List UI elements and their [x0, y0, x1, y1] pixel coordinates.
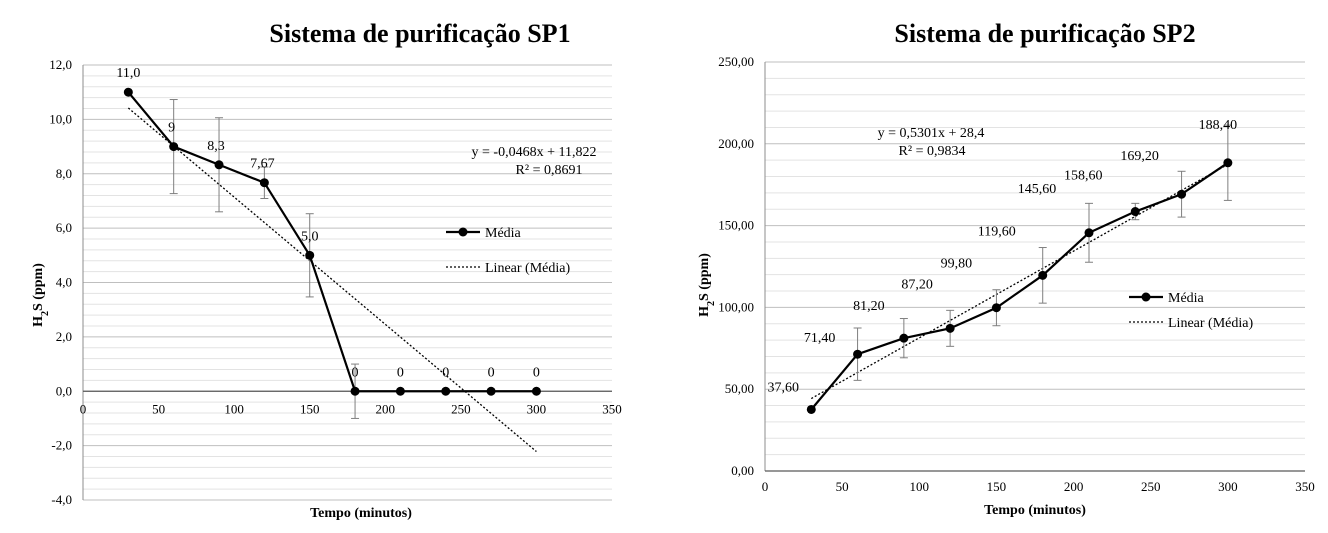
- data-point: [169, 142, 179, 152]
- trendline: [127, 107, 537, 453]
- legend-trend-label: Linear (Média): [485, 261, 570, 276]
- x-tick-label: 350: [602, 401, 622, 416]
- data-label: 5,0: [301, 229, 319, 244]
- data-label: 0: [442, 365, 449, 380]
- y-tick-label: 8,0: [56, 166, 72, 181]
- data-label: 119,60: [978, 224, 1016, 239]
- data-point: [259, 178, 269, 188]
- y-tick-label: 200,00: [718, 136, 754, 151]
- data-point: [123, 87, 133, 97]
- legend-series-label: Média: [1168, 291, 1205, 306]
- chart-sp2: 0,00 50,00 100,00 150,00 200,00 250,00 0 50 100 1…: [697, 19, 1315, 518]
- chart-panel-sp2: 0,00 50,00 100,00 150,00 200,00 250,00 0 50 100 1…: [670, 0, 1328, 533]
- y-tick-label: 12,0: [49, 57, 72, 72]
- data-label: 158,60: [1064, 169, 1103, 184]
- x-tick-label: 350: [1295, 479, 1315, 494]
- legend-series-marker: [458, 227, 468, 237]
- data-point: [531, 386, 541, 396]
- data-point: [1038, 270, 1048, 280]
- data-point: [214, 160, 224, 170]
- x-axis-title: Tempo (minutos): [310, 506, 412, 521]
- x-tick-label: 250: [451, 401, 471, 416]
- data-point: [899, 333, 909, 343]
- y-tick-label: 0,00: [731, 463, 754, 478]
- y-tick-label: 6,0: [56, 220, 72, 235]
- y-tick-label: 100,00: [718, 299, 754, 314]
- x-tick-label: 300: [1218, 479, 1238, 494]
- x-tick-label: 150: [987, 479, 1007, 494]
- y-tick-label: 150,00: [718, 218, 754, 233]
- series-line: [810, 161, 1229, 411]
- data-label: 99,80: [941, 257, 973, 272]
- y-axis-title: H2S (ppm): [697, 253, 717, 317]
- data-label: 11,0: [116, 66, 140, 81]
- data-point: [806, 404, 816, 414]
- chart-title: Sistema de purificação SP2: [894, 19, 1195, 48]
- x-tick-label: 50: [152, 401, 165, 416]
- data-point: [853, 349, 863, 359]
- data-label: 0: [397, 365, 404, 380]
- data-point: [1084, 228, 1094, 238]
- trendline-equation: y = 0,5301x + 28,4: [878, 126, 985, 141]
- data-label: 0: [488, 365, 495, 380]
- x-tick-label: 100: [910, 479, 930, 494]
- x-tick-label: 100: [224, 401, 244, 416]
- x-tick-label: 200: [1064, 479, 1084, 494]
- y-tick-label: 250,00: [718, 54, 754, 69]
- data-label: 0: [533, 365, 540, 380]
- data-point: [395, 386, 405, 396]
- y-tick-label: 50,00: [725, 381, 754, 396]
- data-point: [1130, 207, 1140, 217]
- legend-series-label: Média: [485, 226, 522, 241]
- data-point: [305, 250, 315, 260]
- x-tick-label: 0: [762, 479, 769, 494]
- trendline-equation: y = -0,0468x + 11,822: [472, 145, 597, 160]
- data-point: [486, 386, 496, 396]
- data-label: 9: [168, 121, 175, 136]
- chart-title: Sistema de purificação SP1: [269, 19, 570, 48]
- chart-panel-sp1: -4,0 -2,0 0,0 2,0 4,0 6,0 8,0 10,0 12,0 0 50 100 150…: [0, 0, 660, 533]
- data-label: 188,40: [1199, 118, 1238, 133]
- data-label: 169,20: [1120, 149, 1159, 164]
- legend: Média Linear (Média): [446, 226, 570, 276]
- trendline-r2: R² = 0,8691: [516, 163, 583, 178]
- x-tick-label: 50: [836, 479, 849, 494]
- data-point: [1177, 189, 1187, 199]
- data-label: 81,20: [853, 299, 885, 314]
- data-point: [991, 303, 1001, 313]
- data-label: 87,20: [901, 277, 933, 292]
- x-axis-title: Tempo (minutos): [984, 503, 1086, 518]
- data-label: 145,60: [1018, 182, 1057, 197]
- x-tick-label: 150: [300, 401, 320, 416]
- data-label: 8,3: [207, 139, 225, 154]
- y-axis-title: H2S (ppm): [31, 263, 51, 327]
- y-tick-label: 10,0: [49, 111, 72, 126]
- x-tick-label: 0: [80, 401, 87, 416]
- series-line: [127, 91, 537, 393]
- data-point: [441, 386, 451, 396]
- legend-series-marker: [1141, 292, 1151, 302]
- x-tick-label: 250: [1141, 479, 1161, 494]
- data-point: [945, 323, 955, 333]
- y-tick-label: 2,0: [56, 329, 72, 344]
- legend: Média Linear (Média): [1129, 291, 1253, 331]
- y-tick-label: -4,0: [51, 492, 72, 507]
- trendline-r2: R² = 0,9834: [899, 144, 966, 159]
- data-point: [1223, 158, 1233, 168]
- y-tick-label: -2,0: [51, 438, 72, 453]
- data-label: 0: [352, 365, 359, 380]
- data-point: [350, 386, 360, 396]
- x-tick-label: 300: [527, 401, 547, 416]
- chart-sp1: -4,0 -2,0 0,0 2,0 4,0 6,0 8,0 10,0 12,0 0 50 100 150…: [31, 19, 622, 521]
- x-tick-label: 200: [376, 401, 396, 416]
- y-tick-label: 4,0: [56, 275, 72, 290]
- legend-trend-label: Linear (Média): [1168, 316, 1253, 331]
- data-label: 37,60: [768, 380, 800, 395]
- data-label: 71,40: [804, 331, 836, 346]
- y-tick-label: 0,0: [56, 383, 72, 398]
- data-label: 7,67: [250, 157, 275, 172]
